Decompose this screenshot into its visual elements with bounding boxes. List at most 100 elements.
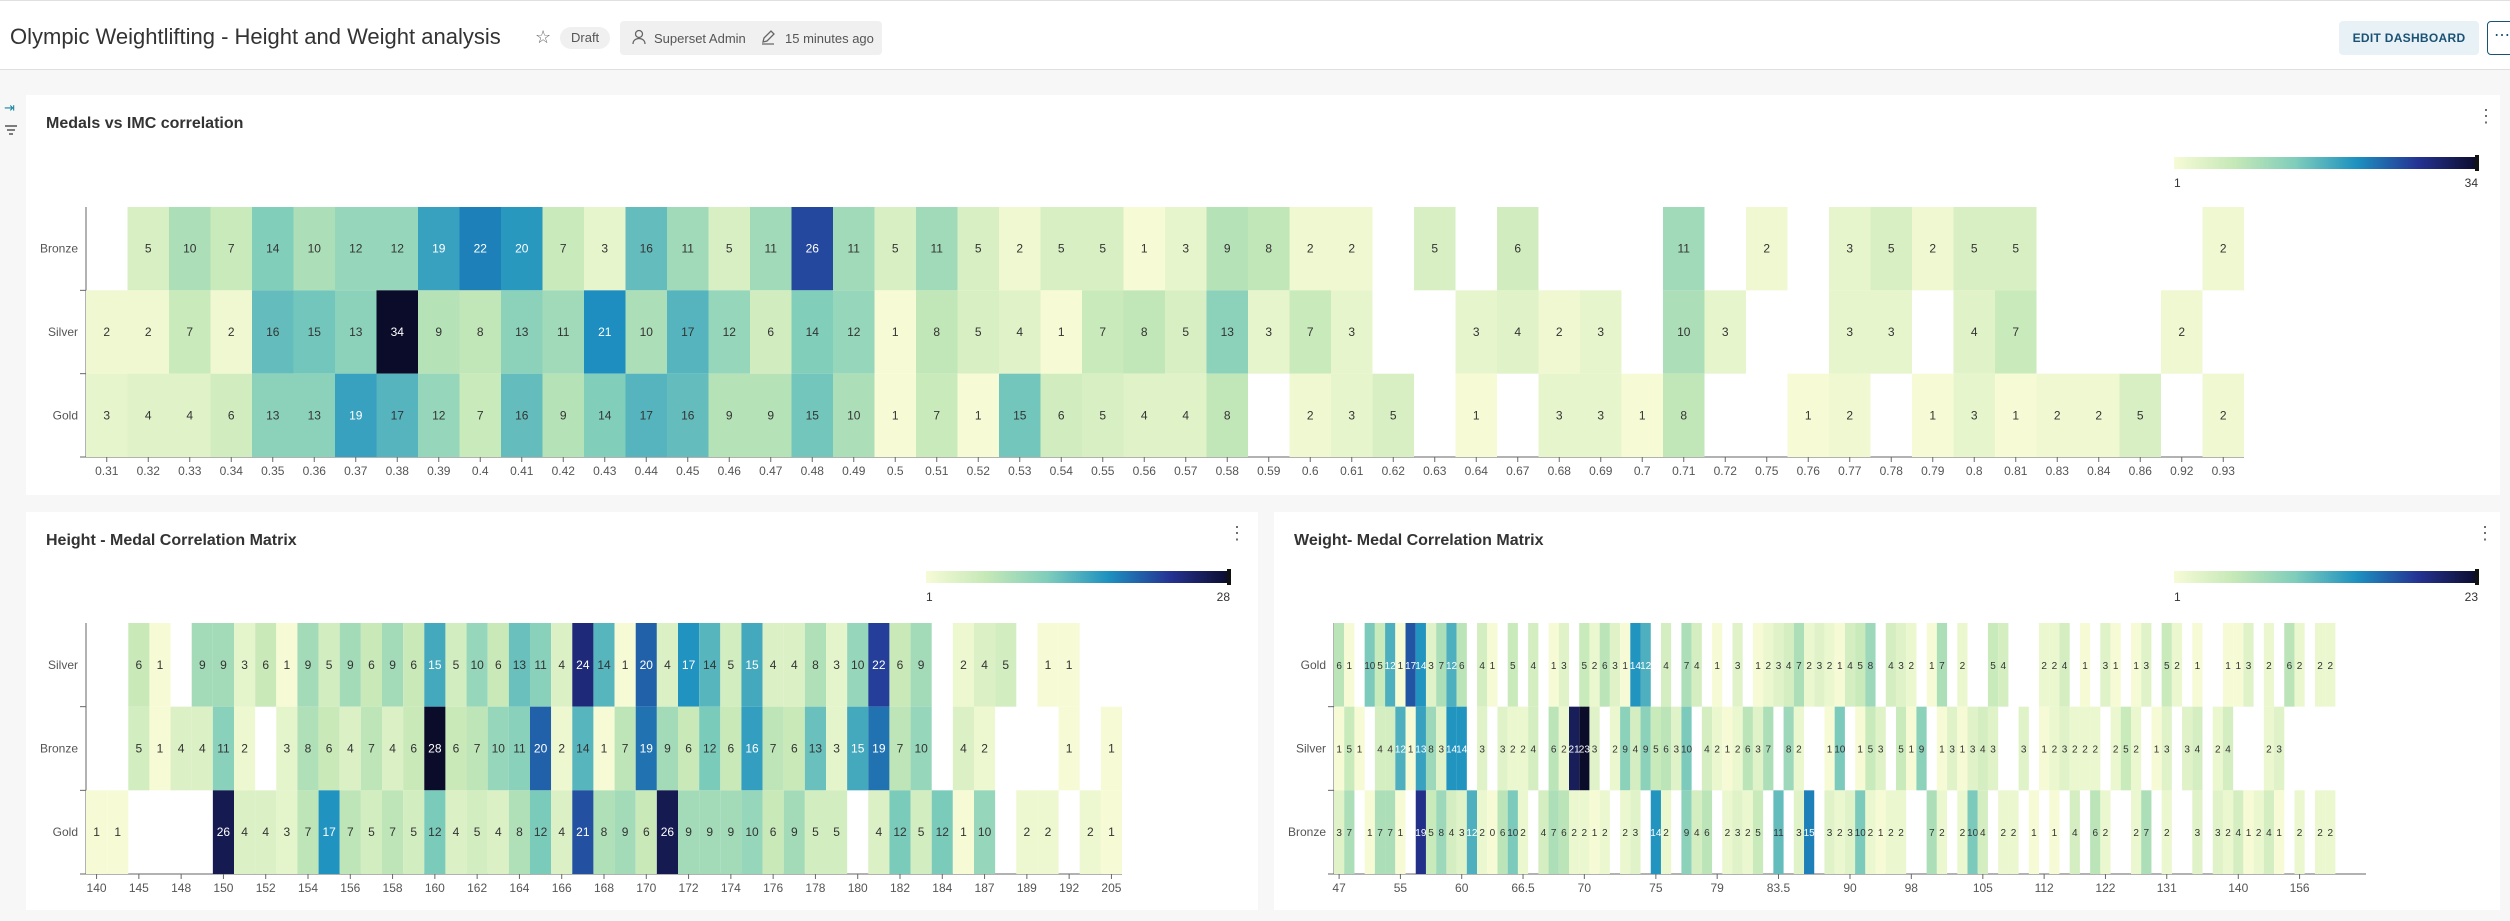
cell-label: 17	[1405, 661, 1417, 672]
cell-label: 3	[1336, 828, 1342, 839]
heat-cell	[403, 790, 425, 874]
heat-cell	[1640, 623, 1651, 707]
cell-label: 3	[1633, 828, 1639, 839]
cell-label: 3	[1735, 828, 1741, 839]
heat-cell	[910, 790, 932, 874]
x-tick-label: 55	[1394, 881, 1408, 895]
cell-label: 2	[2327, 828, 2333, 839]
heat-cell	[1040, 207, 1082, 291]
cell-label: 3	[1265, 325, 1272, 339]
cell-label: 23	[1579, 745, 1591, 756]
cell-label: 2	[1745, 828, 1751, 839]
heat-cell	[1589, 623, 1600, 707]
heat-cell	[1497, 706, 1508, 791]
cell-label: 2	[2220, 408, 2227, 422]
heat-cell	[466, 790, 488, 874]
cell-label: 1	[157, 742, 164, 756]
cell-label: 10	[1677, 325, 1691, 339]
cell-label: 21	[1569, 745, 1581, 756]
cell-label: 3	[1612, 661, 1618, 672]
heat-cell	[916, 290, 958, 374]
heat-cell	[2100, 623, 2111, 707]
cell-label: 12	[1466, 828, 1478, 839]
heat-cell	[1497, 790, 1508, 874]
heat-cell	[128, 623, 150, 707]
dashboard-header: Olympic Weightlifting - Height and Weigh…	[0, 0, 2510, 70]
chart-title: Height - Medal Correlation Matrix	[46, 532, 297, 549]
cell-label: 2	[1868, 828, 1874, 839]
heat-cell	[1895, 623, 1907, 707]
cell-label: 1	[622, 658, 629, 672]
heat-cell	[1079, 790, 1101, 874]
heat-cell	[1100, 706, 1122, 791]
heat-cell	[868, 706, 890, 791]
heat-cell	[931, 790, 953, 874]
heat-cell	[1497, 207, 1539, 291]
cell-label: 5	[812, 825, 819, 839]
heat-cell	[234, 706, 256, 791]
filter-icon[interactable]	[4, 124, 20, 139]
cell-label: 1	[1066, 742, 1073, 756]
cell-label: 2	[1571, 828, 1577, 839]
cell-label: 2	[1510, 745, 1516, 756]
cell-label: 5	[1653, 745, 1659, 756]
cell-label: 1	[157, 658, 164, 672]
x-tick-label: 0.69	[1589, 464, 1613, 478]
cell-label: 4	[1847, 661, 1853, 672]
heat-cell	[1331, 290, 1373, 374]
dashboard-title[interactable]: Olympic Weightlifting - Height and Weigh…	[10, 24, 501, 49]
cell-label: 19	[872, 742, 886, 756]
heat-cell	[1123, 290, 1165, 374]
heat-cell	[1957, 706, 1968, 791]
cell-label: 9	[728, 825, 735, 839]
heat-cell	[2294, 790, 2305, 874]
heat-cell	[635, 790, 657, 874]
expand-icon[interactable]: ⇥	[4, 100, 15, 115]
cell-label: 12	[1640, 661, 1652, 672]
more-options-button[interactable]: ⋯	[2487, 21, 2510, 55]
x-tick-label: 75	[1649, 881, 1663, 895]
cell-label: 3	[1674, 745, 1680, 756]
heat-cell	[868, 790, 890, 874]
cell-label: 4	[1141, 408, 1148, 422]
cell-label: 4	[1694, 661, 1700, 672]
heat-cell	[1289, 290, 1331, 374]
cell-label: 20	[534, 742, 548, 756]
x-tick-label: 0.64	[1465, 464, 1489, 478]
heat-cell	[170, 706, 192, 791]
x-tick-label: 70	[1578, 881, 1592, 895]
cell-label: 0	[1490, 828, 1496, 839]
heat-cell	[2039, 706, 2050, 791]
cell-label: 2	[241, 742, 248, 756]
x-tick-label: 140	[87, 881, 107, 895]
favorite-star-icon[interactable]: ☆	[535, 27, 552, 47]
x-tick-label: 152	[256, 881, 276, 895]
heat-cell	[297, 790, 319, 874]
heat-cell	[2294, 623, 2305, 707]
cell-label: 13	[1415, 745, 1427, 756]
legend-handle	[2475, 155, 2479, 171]
cell-label: 9	[199, 658, 206, 672]
heat-cell	[625, 290, 667, 374]
edit-dashboard-button[interactable]: EDIT DASHBOARD	[2339, 21, 2479, 55]
heat-cell	[1712, 623, 1723, 707]
heat-cell	[1732, 706, 1743, 791]
heat-cell	[741, 790, 763, 874]
heat-cell	[1763, 623, 1774, 707]
heat-cell	[1558, 706, 1570, 791]
heat-cell	[614, 623, 636, 707]
cell-label: 1	[2082, 661, 2088, 672]
cell-label: 7	[347, 825, 354, 839]
heat-cell	[1967, 790, 1978, 874]
cell-label: 7	[1099, 325, 1106, 339]
heat-cell	[1621, 373, 1663, 457]
heat-cell	[1855, 790, 1866, 874]
status-badge[interactable]: Draft	[560, 27, 611, 49]
heat-cell	[1165, 207, 1207, 291]
heat-cell	[339, 790, 361, 874]
cell-label: 5	[833, 825, 840, 839]
cell-label: 13	[349, 325, 363, 339]
cell-label: 2	[1837, 828, 1843, 839]
cell-label: 28	[428, 742, 442, 756]
